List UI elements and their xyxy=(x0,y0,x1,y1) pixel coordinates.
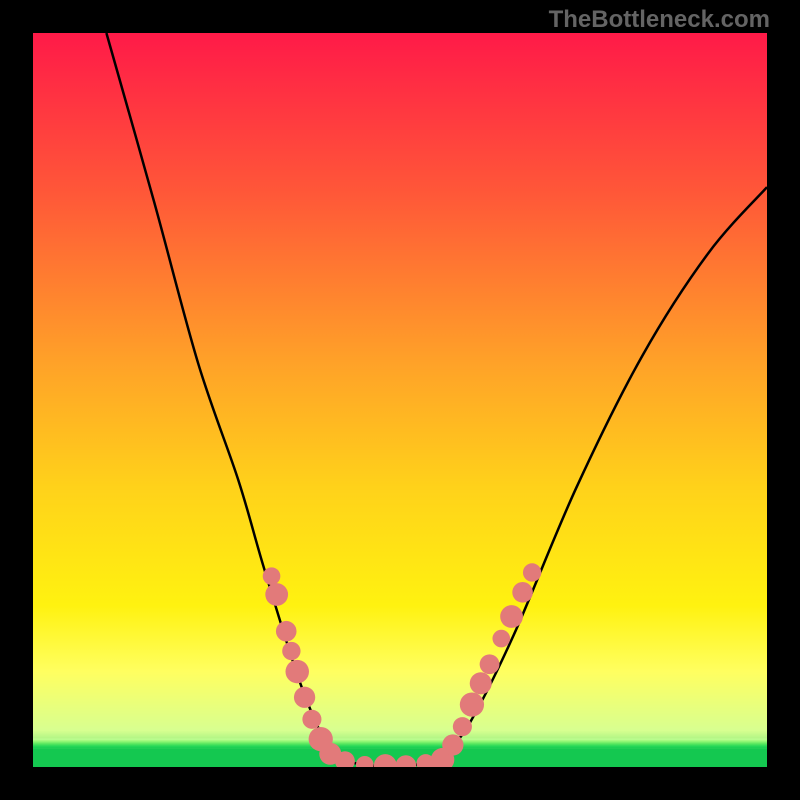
marker-dot xyxy=(442,734,463,755)
marker-dot xyxy=(276,621,297,642)
gradient-background xyxy=(33,33,767,767)
marker-dot xyxy=(453,717,472,736)
chart-frame: TheBottleneck.com xyxy=(0,0,800,800)
watermark-text: TheBottleneck.com xyxy=(549,6,770,34)
marker-dot xyxy=(302,710,321,729)
marker-dot xyxy=(460,693,484,717)
marker-dot xyxy=(470,672,492,694)
marker-dot xyxy=(263,567,281,585)
marker-dot xyxy=(286,660,309,683)
marker-dot xyxy=(265,583,288,606)
green-fade xyxy=(33,739,767,749)
chart-inner xyxy=(33,33,767,767)
marker-dot xyxy=(500,605,523,628)
marker-dot xyxy=(512,582,533,603)
marker-dot xyxy=(492,630,510,648)
marker-dot xyxy=(480,654,500,674)
marker-dot xyxy=(523,563,541,581)
chart-svg xyxy=(33,33,767,767)
marker-dot xyxy=(294,687,315,708)
marker-dot xyxy=(282,642,300,660)
